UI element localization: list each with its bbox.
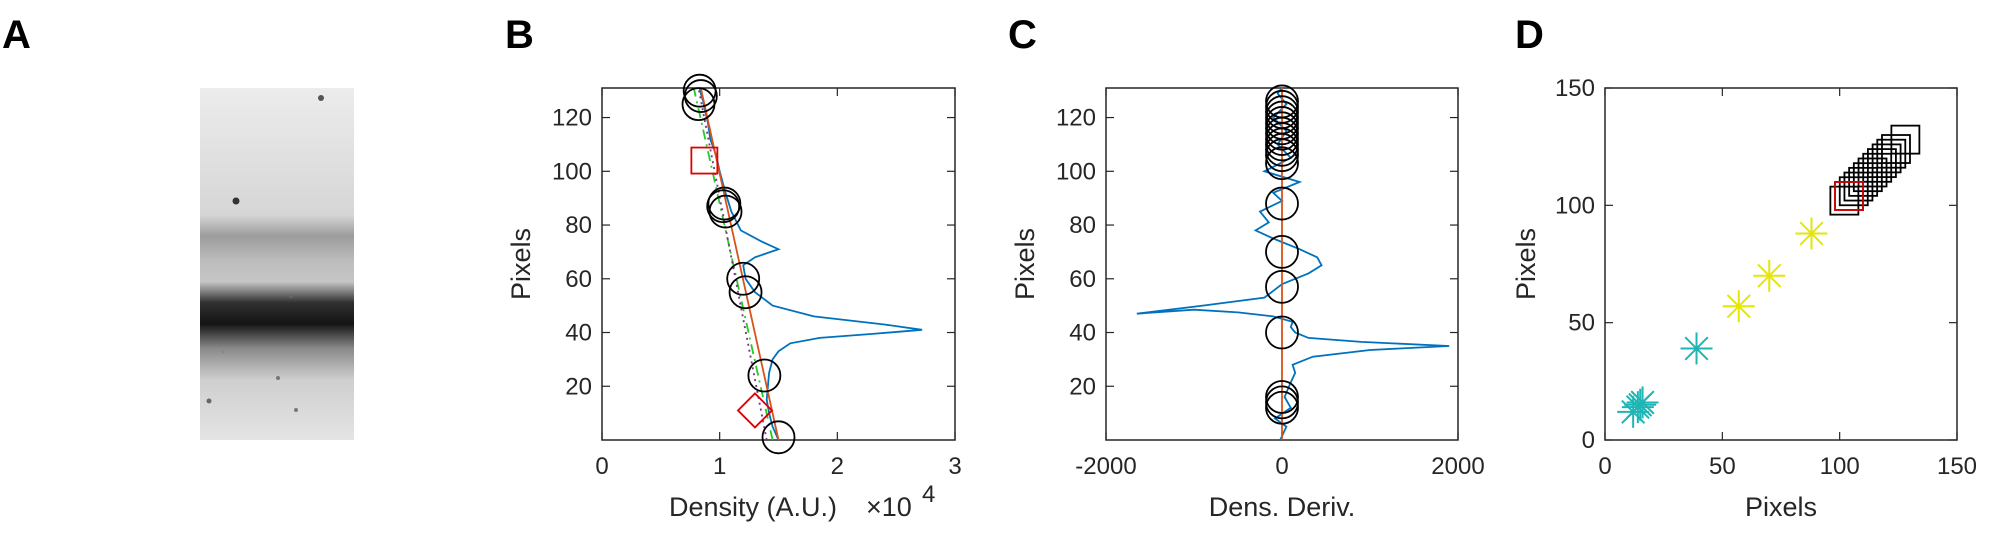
y-axis-label: Pixels xyxy=(506,228,536,300)
x-tick-label: 0 xyxy=(1598,453,1611,480)
circle-marker xyxy=(1265,146,1299,181)
axes-frame xyxy=(1604,87,1958,441)
circle-marker xyxy=(706,189,741,224)
x-axis-exponent: 4 xyxy=(922,481,935,508)
x-tick-label: -2000 xyxy=(1075,453,1136,480)
density-profile-line xyxy=(698,87,923,441)
gel-image xyxy=(200,88,354,440)
y-tick-label: 20 xyxy=(1069,373,1096,400)
y-tick-label: 60 xyxy=(565,266,592,293)
y-tick-label: 50 xyxy=(1568,310,1595,337)
black-square-marker xyxy=(1890,124,1921,155)
y-tick-label: 80 xyxy=(565,212,592,239)
fit-line-green xyxy=(692,87,774,441)
y-tick-label: 60 xyxy=(1069,266,1096,293)
x-tick-label: 2000 xyxy=(1431,453,1484,480)
x-tick-label: 3 xyxy=(948,453,961,480)
panel-letter-c: C xyxy=(1008,13,1037,57)
cyan-star-marker xyxy=(1680,332,1713,365)
cyan-star-marker xyxy=(1626,386,1659,419)
y-axis-label: Pixels xyxy=(1511,228,1541,300)
circle-marker xyxy=(1265,269,1299,304)
circle-marker xyxy=(747,358,782,393)
panel-b-chart: 0 1 2 3 20 40 60 80 100 120 Density (A.U.) Pixels ×1… xyxy=(506,73,962,522)
x-tick-label: 150 xyxy=(1937,453,1977,480)
x-axis-label: Density (A.U.) xyxy=(669,492,837,522)
y-axis-label: Pixels xyxy=(1010,228,1040,300)
yellow-star-marker xyxy=(1722,290,1755,323)
x-tick-label: 0 xyxy=(1275,453,1288,480)
circle-marker xyxy=(707,186,742,221)
black-square-marker xyxy=(1871,143,1902,174)
circle-marker xyxy=(682,73,717,108)
y-tick-label: 80 xyxy=(1069,212,1096,239)
x-tick-label: 2 xyxy=(831,453,844,480)
x-tick-label: 1 xyxy=(713,453,726,480)
black-square-marker xyxy=(1881,134,1911,164)
y-tick-label: 100 xyxy=(552,158,592,185)
y-tick-label: 100 xyxy=(1056,158,1096,185)
circle-marker xyxy=(1265,186,1299,221)
panel-letter-a: A xyxy=(2,13,31,57)
derivative-line xyxy=(1136,87,1450,441)
y-tick-label: 0 xyxy=(1582,427,1595,454)
x-tick-label: 50 xyxy=(1709,453,1736,480)
yellow-star-marker xyxy=(1795,217,1828,250)
circle-marker xyxy=(1265,235,1299,269)
y-tick-label: 100 xyxy=(1555,192,1595,219)
circle-marker xyxy=(761,420,796,455)
y-tick-label: 150 xyxy=(1555,75,1595,102)
circle-marker xyxy=(1265,380,1299,414)
y-tick-label: 40 xyxy=(565,320,592,347)
panel-letter-d: D xyxy=(1515,13,1544,57)
x-tick-label: 100 xyxy=(1820,453,1860,480)
red-square-marker xyxy=(1834,181,1864,211)
x-axis-label: Dens. Deriv. xyxy=(1209,492,1356,522)
axes-frame xyxy=(601,87,956,441)
x-tick-label: 0 xyxy=(595,453,608,480)
circle-marker xyxy=(728,275,763,310)
circle-marker xyxy=(1265,84,1299,119)
circle-marker xyxy=(726,261,761,296)
x-axis-multiplier: ×10 xyxy=(866,492,912,522)
x-axis-label: Pixels xyxy=(1745,492,1817,522)
circle-marker xyxy=(1265,315,1299,350)
red-square-marker xyxy=(690,146,719,175)
yellow-star-marker xyxy=(1753,259,1786,292)
panel-c-chart: -2000 0 2000 20 40 60 80 100 120 Dens. Deriv. Pixe… xyxy=(1010,84,1485,522)
y-tick-label: 20 xyxy=(565,373,592,400)
y-tick-label: 120 xyxy=(552,105,592,132)
panel-letter-b: B xyxy=(505,13,534,57)
y-tick-label: 40 xyxy=(1069,320,1096,347)
red-diamond-marker xyxy=(736,392,774,429)
y-tick-label: 120 xyxy=(1056,105,1096,132)
panel-d-chart: 0 50 100 150 0 50 100 150 Pixels Pixels xyxy=(1511,75,1977,522)
